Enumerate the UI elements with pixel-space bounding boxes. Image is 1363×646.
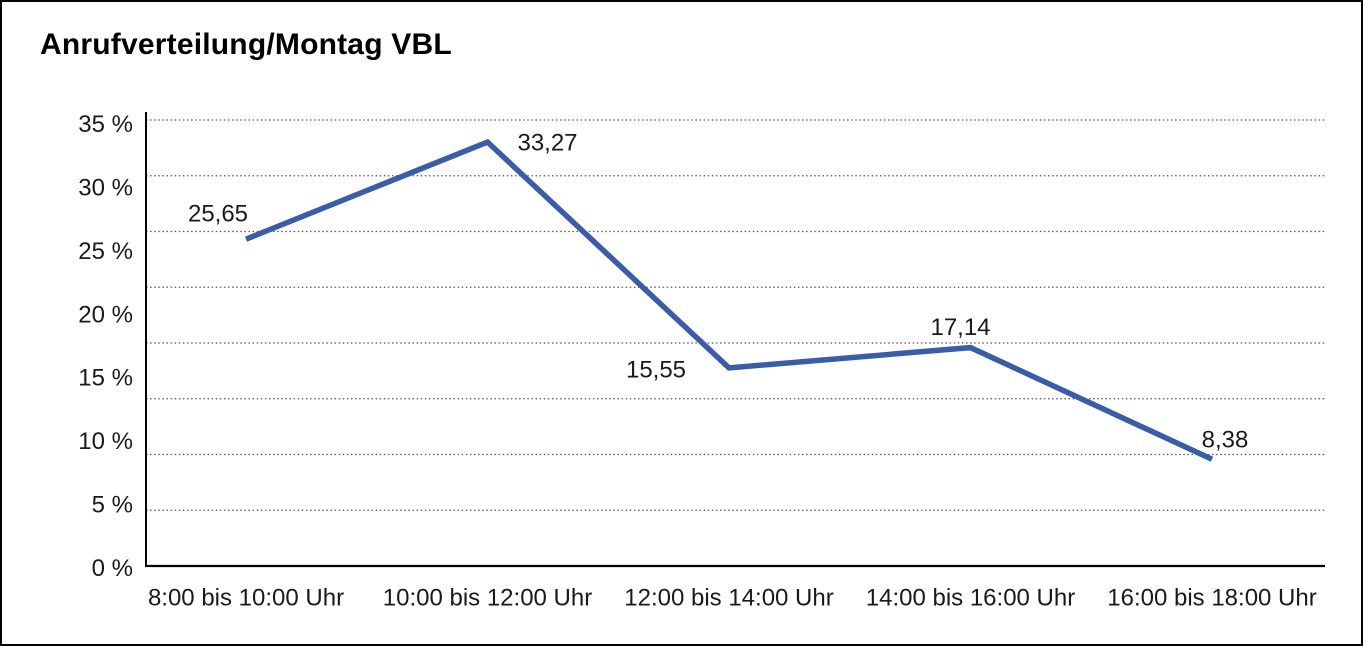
x-tick-label: 16:00 bis 18:00 Uhr xyxy=(1107,585,1316,612)
x-tick-label: 14:00 bis 16:00 Uhr xyxy=(866,585,1075,612)
y-tick-label: 15 % xyxy=(78,365,133,392)
value-label: 15,55 xyxy=(626,356,686,383)
x-tick-label: 10:00 bis 12:00 Uhr xyxy=(383,585,592,612)
value-label: 8,38 xyxy=(1202,427,1249,454)
y-tick-label: 25 % xyxy=(78,238,133,265)
x-tick-label: 8:00 bis 10:00 Uhr xyxy=(148,585,344,612)
value-label: 17,14 xyxy=(930,314,990,341)
data-line xyxy=(244,138,1214,462)
y-tick-label: 35 % xyxy=(78,111,133,138)
y-tick-label: 20 % xyxy=(78,301,133,328)
value-label: 25,65 xyxy=(188,201,248,228)
y-tick-label: 5 % xyxy=(92,492,133,519)
y-tick-label: 30 % xyxy=(78,174,133,201)
value-label: 33,27 xyxy=(517,130,577,157)
y-tick-label: 10 % xyxy=(78,428,133,455)
x-tick-label: 12:00 bis 14:00 Uhr xyxy=(624,585,833,612)
y-tick-label: 0 % xyxy=(92,555,133,582)
chart-title: Anrufverteilung/Montag VBL xyxy=(40,28,452,61)
